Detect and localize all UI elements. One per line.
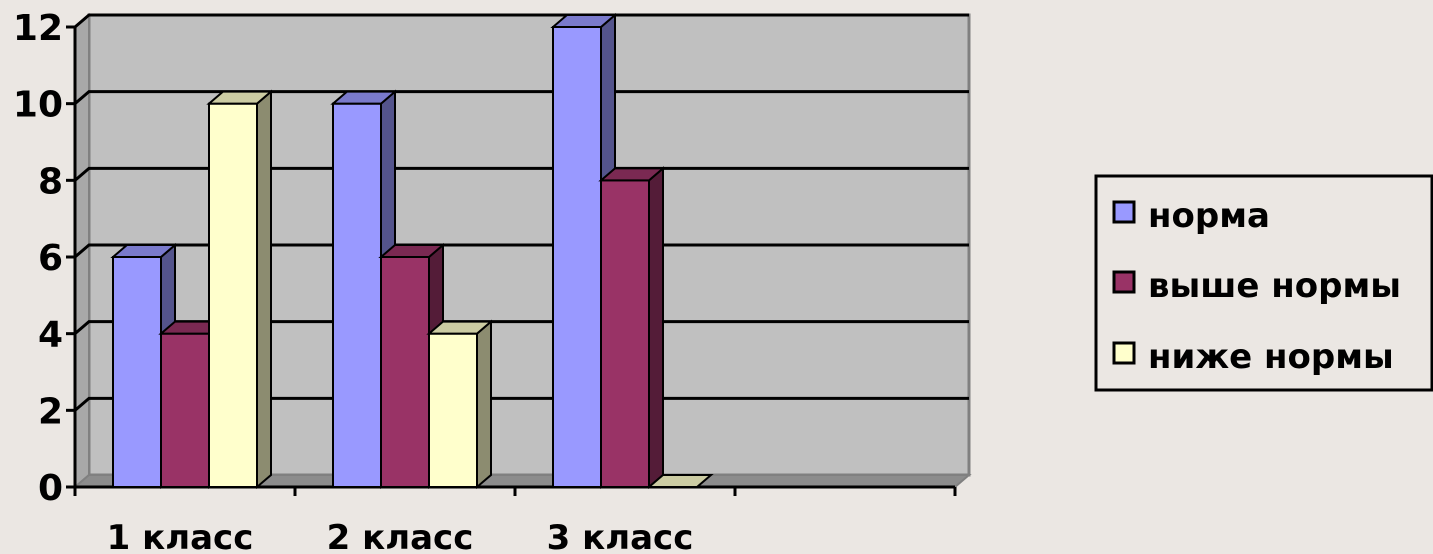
- bar-front: [332, 102, 382, 489]
- bar-top: [206, 90, 274, 105]
- bar-front: [600, 179, 650, 488]
- bar-front: [160, 332, 210, 488]
- bar-front: [112, 256, 162, 488]
- bar-top: [646, 474, 714, 488]
- gridline: [74, 90, 969, 105]
- bar-top: [378, 244, 446, 258]
- bar-top: [330, 90, 398, 105]
- bar-side: [648, 166, 664, 490]
- legend: норма выше нормы ниже нормы: [1094, 174, 1433, 392]
- bar: [206, 89, 274, 490]
- bar: [598, 166, 666, 490]
- y-tick-label: 6: [38, 238, 63, 279]
- bar-front: [428, 332, 478, 488]
- gridlines: [74, 13, 969, 412]
- legend-item: выше нормы: [1112, 266, 1401, 306]
- legend-box: [1094, 174, 1433, 392]
- legend-item: норма: [1112, 196, 1270, 236]
- bar: [426, 319, 494, 490]
- y-tick-label: 8: [38, 161, 63, 202]
- bar-top: [550, 14, 618, 28]
- y-tick-label: 12: [13, 8, 63, 49]
- gridline: [74, 13, 969, 29]
- axis-labels: 0 2 4 6 8 10 12 1 класс 2 класс 3 класс: [13, 8, 693, 554]
- legend-swatch: [1112, 270, 1136, 294]
- bar-top: [598, 167, 666, 182]
- bar-top: [426, 320, 494, 335]
- legend-label: выше нормы: [1148, 266, 1401, 306]
- category-label: 2 класс: [327, 518, 474, 554]
- bar-front: [552, 26, 602, 488]
- y-tick-label: 0: [38, 468, 63, 509]
- bar: [646, 474, 714, 488]
- y-tick-label: 2: [38, 391, 63, 432]
- category-label: 1 класс: [107, 518, 254, 554]
- bar-front: [380, 256, 430, 488]
- legend-item: ниже нормы: [1112, 337, 1394, 377]
- bar-top: [110, 244, 178, 258]
- gridline: [74, 320, 969, 335]
- bar-side: [476, 319, 492, 490]
- gridline: [74, 243, 969, 259]
- y-tick-label: 4: [38, 315, 63, 356]
- bars: [110, 12, 714, 490]
- bar-side: [256, 89, 272, 490]
- y-tick-label: 10: [13, 85, 63, 126]
- legend-swatch: [1112, 341, 1136, 365]
- bar-front: [208, 102, 258, 489]
- gridline: [74, 396, 969, 412]
- bar: [330, 89, 398, 490]
- legend-label: норма: [1148, 196, 1270, 236]
- gridline: [74, 166, 969, 182]
- legend-swatch: [1112, 200, 1136, 224]
- category-label: 3 класс: [547, 518, 694, 554]
- legend-label: ниже нормы: [1148, 337, 1394, 377]
